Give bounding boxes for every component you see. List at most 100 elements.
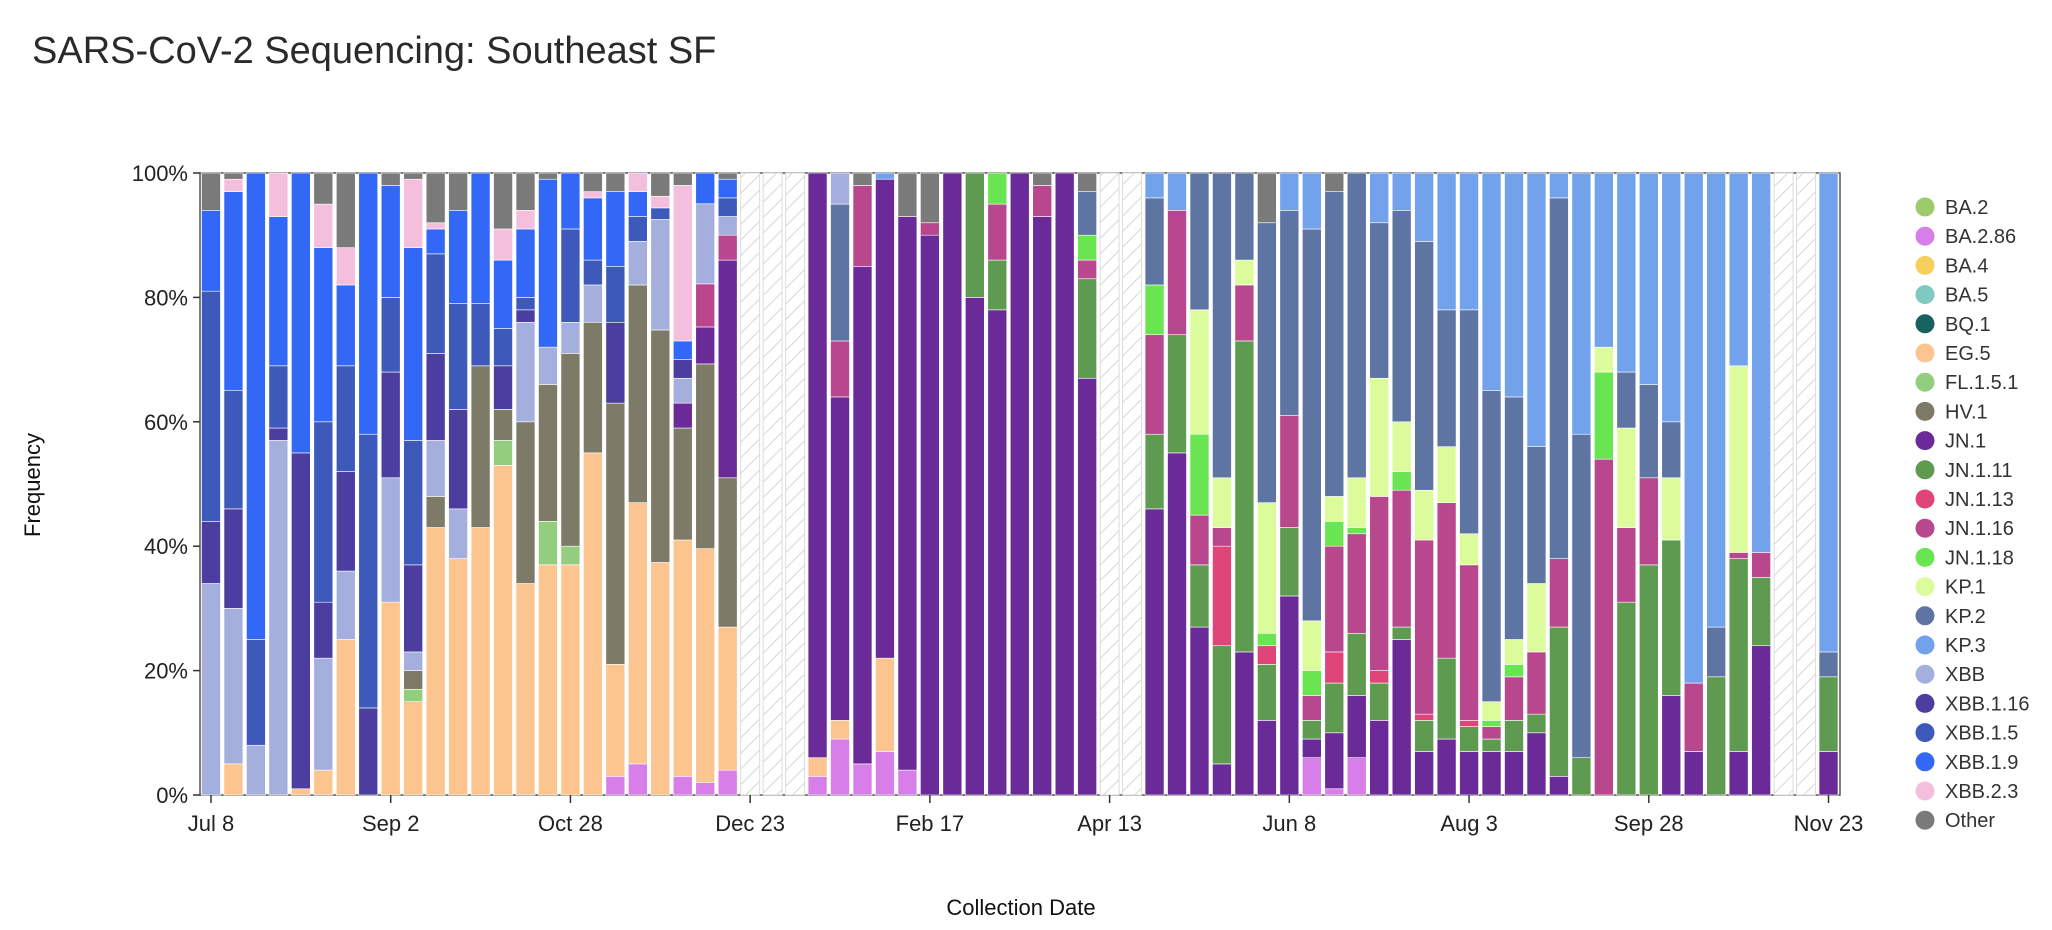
bar-segment-XBB.1.5-week-14 — [515, 297, 536, 311]
legend-swatch-XBB.1.16 — [1915, 693, 1935, 713]
bar-segment-XBB.1.9-week-6 — [335, 284, 356, 367]
bar-segment-JN.1.16-week-69 — [1751, 552, 1771, 578]
y-tick-label: 40% — [144, 534, 188, 559]
bar-segment-JN.1-week-33 — [942, 172, 963, 796]
bar-segment-XBB.1.9-week-2 — [246, 172, 266, 640]
bar-segment-BA.2.86-week-31 — [897, 769, 918, 796]
bar-segment-KP.2-week-28 — [830, 203, 850, 342]
bar-segment-JN.1.11-week-53 — [1391, 626, 1412, 640]
bar-segment-Other-week-14 — [515, 172, 536, 211]
bar-segment-XBB.1.9-week-5 — [313, 247, 334, 423]
bar-segment-JN.1.16-week-54 — [1414, 539, 1434, 715]
legend-label-JN.1.16: JN.1.16 — [1945, 518, 2014, 540]
bar-segment-XBB.1.9-week-16 — [560, 172, 581, 230]
bar-segment-XBB.1.9-week-4 — [291, 172, 311, 454]
bar-segment-EG.5-week-27 — [807, 757, 828, 777]
bar-segment-XBB.1.9-week-10 — [425, 228, 446, 255]
bar-segment-XBB-week-14 — [515, 321, 536, 423]
legend-swatch-FL.1.5.1 — [1915, 372, 1935, 392]
bar-segment-XBB.1.5-week-13 — [493, 328, 513, 367]
bar-segment-JN.1.11-week-56 — [1459, 726, 1479, 752]
bar-segment-KP.3-week-52 — [1369, 172, 1389, 224]
bar-segment-KP.3-week-67 — [1706, 172, 1726, 628]
legend-label-KP.3: KP.3 — [1945, 635, 1986, 657]
bar-segment-JN.1-week-27 — [807, 172, 828, 758]
x-tick-label: Jul 8 — [188, 811, 234, 836]
bar-segment-KP.3-week-57 — [1481, 172, 1502, 391]
chart-title: SARS-CoV-2 Sequencing: Southeast SF — [32, 30, 717, 72]
bar-segment-KP.3-week-54 — [1414, 172, 1434, 242]
bar-segment-JN.1.16-week-52 — [1369, 496, 1389, 671]
bar-segment-XBB.1.16-week-6 — [335, 471, 356, 572]
bar-segment-XBB.2.3-week-1 — [223, 178, 244, 192]
bar-segment-KP.2-week-65 — [1661, 421, 1682, 479]
bar-segment-JN.1.16-week-22 — [695, 283, 716, 328]
bar-segment-XBB-week-11 — [448, 508, 468, 559]
bar-segment-EG.5-week-19 — [628, 502, 648, 765]
x-axis-label: Collection Date — [946, 895, 1095, 920]
legend-swatch-KP.3 — [1915, 635, 1935, 655]
bar-segment-XBB.1.5-week-7 — [358, 433, 379, 709]
bar-segment-XBB.1.16-week-3 — [268, 427, 289, 441]
legend-label-XBB.1.5: XBB.1.5 — [1945, 723, 2018, 745]
bar-segment-KP.3-week-55 — [1436, 172, 1457, 311]
legend-label-BA.4: BA.4 — [1945, 255, 1988, 277]
bar-segment-JN.1-week-45 — [1212, 763, 1232, 796]
bar-segment-HV.1-week-20 — [650, 329, 671, 563]
bar-segment-XBB.1.9-week-1 — [223, 191, 244, 391]
bar-segment-Other-week-17 — [583, 172, 603, 192]
bar-segment-XBB.1.5-week-6 — [335, 365, 356, 472]
bar-segment-KP.1-week-50 — [1324, 496, 1345, 522]
bar-segment-XBB-week-0 — [201, 583, 221, 796]
y-tick-label: 80% — [144, 285, 188, 310]
bar-segment-JN.1-week-60 — [1549, 776, 1569, 796]
no-data-week-24 — [740, 172, 761, 796]
bar-segment-JN.1.16-week-66 — [1683, 682, 1704, 752]
bar-segment-XBB-week-1 — [223, 608, 244, 765]
bar-segment-JN.1-week-37 — [1032, 216, 1052, 796]
y-axis-label: Frequency — [20, 433, 45, 537]
legend-label-EG.5: EG.5 — [1945, 343, 1991, 365]
bar-segment-BA.2.86-week-19 — [628, 763, 648, 796]
bar-segment-JN.1.13-week-56 — [1459, 720, 1479, 727]
bar-segment-JN.1.18-week-53 — [1391, 471, 1412, 491]
legend-label-BQ.1: BQ.1 — [1945, 314, 1991, 336]
no-data-week-26 — [785, 172, 806, 796]
bar-segment-KP.3-week-64 — [1639, 172, 1659, 385]
bar-segment-KP.1-week-58 — [1504, 639, 1524, 665]
bar-segment-XBB.2.3-week-10 — [425, 222, 446, 230]
bar-segment-FL.1.5.1-week-15 — [538, 521, 558, 566]
bar-segment-FL.1.5.1-week-9 — [403, 688, 423, 703]
bar-segment-Other-week-0 — [201, 172, 221, 211]
legend-label-XBB: XBB — [1945, 664, 1985, 686]
bar-segment-XBB.1.9-week-18 — [605, 191, 626, 267]
bar-segment-XBB.1.5-week-17 — [583, 259, 603, 286]
bar-segment-BA.2.86-week-49 — [1302, 757, 1322, 796]
legend-swatch-JN.1.13 — [1915, 489, 1935, 509]
bar-segment-EG.5-week-10 — [425, 527, 446, 796]
bar-segment-JN.1.16-week-39 — [1077, 259, 1097, 280]
legend-swatch-BA.5 — [1915, 285, 1935, 305]
bar-segment-KP.2-week-48 — [1279, 210, 1300, 416]
bar-segment-XBB.1.5-week-3 — [268, 365, 289, 429]
legend-label-JN.1.11: JN.1.11 — [1945, 460, 2012, 482]
bar-segment-Other-week-6 — [335, 172, 356, 248]
bar-segment-EG.5-week-21 — [672, 539, 693, 777]
legend-swatch-XBB.1.9 — [1915, 752, 1935, 772]
bar-segment-JN.1.16-week-63 — [1616, 527, 1637, 603]
bar-segment-JN.1.16-week-59 — [1526, 651, 1547, 715]
bar-segment-Other-week-9 — [403, 172, 423, 180]
bar-segment-XBB.1.16-week-1 — [223, 508, 244, 609]
bar-segment-Other-week-23 — [717, 172, 738, 180]
bar-segment-KP.3-week-72 — [1818, 172, 1839, 653]
bar-segment-KP.3-week-69 — [1751, 172, 1771, 553]
legend-label-JN.1.13: JN.1.13 — [1945, 489, 2014, 511]
bar-segment-JN.1.16-week-60 — [1549, 558, 1569, 628]
bar-segment-XBB.1.5-week-12 — [470, 303, 491, 367]
bar-segment-Other-week-11 — [448, 172, 468, 211]
legend-swatch-XBB — [1915, 664, 1935, 684]
bar-segment-KP.1-week-55 — [1436, 446, 1457, 503]
bar-segment-JN.1.18-week-57 — [1481, 720, 1502, 727]
bar-segment-JN.1-week-72 — [1818, 751, 1839, 796]
